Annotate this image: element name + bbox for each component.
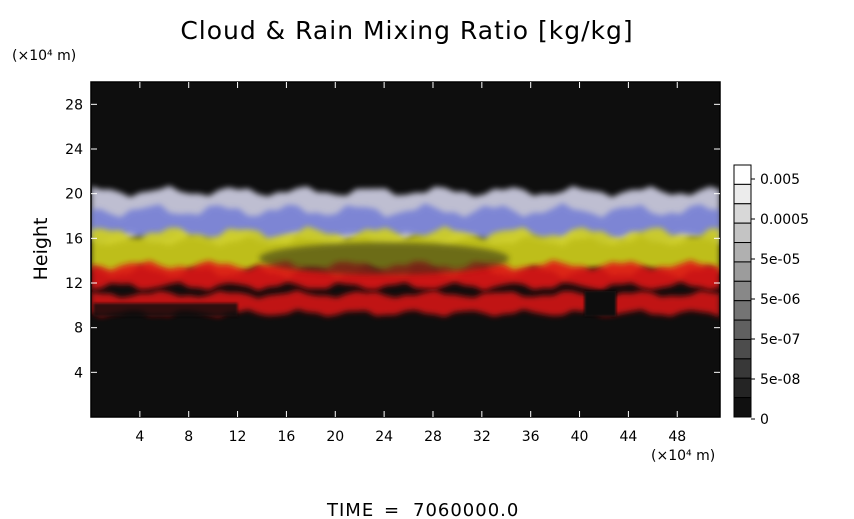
plot-area [90,81,721,418]
x-tick-label: 8 [184,429,193,445]
x-tick-label: 20 [326,429,344,445]
colorbar-label: 0.0005 [760,212,809,228]
rain-gap [584,290,617,317]
colorbar-level [733,183,752,205]
x-tick-label: 12 [229,429,247,445]
colorbar: 0.005 0.0005 5e-05 5e-06 5e-07 5e-08 0 [733,164,809,428]
colorbar-label: 5e-05 [760,252,800,268]
colorbar-level [733,338,752,360]
x-tick-label: 4 [135,429,144,445]
colorbar-level [733,242,752,263]
y-tick-label: 24 [65,142,83,158]
y-tick-label: 4 [74,365,83,381]
colorbar-label: 0 [760,412,769,428]
x-tick-label: 40 [571,429,589,445]
x-tick-label: 28 [424,429,442,445]
colorbar-label: 5e-06 [760,292,800,308]
y-tick-label: 20 [65,187,83,203]
colorbar-label: 5e-08 [760,372,800,388]
colorbar-level [733,164,752,185]
colorbar-level [733,397,752,418]
time-value: 7060000.0 [413,500,519,519]
y-tick-label: 8 [74,321,83,337]
rain-layer-lower [91,290,720,317]
x-tick-label: 44 [619,429,637,445]
colorbar-level [733,377,752,399]
colorbar-level [733,222,752,244]
time-label: TIME [326,500,374,519]
x-tick-label: 32 [473,429,491,445]
colorbar-level [733,203,752,224]
rain-gap-left [93,303,238,317]
y-tick-label: 28 [65,97,83,113]
colorbar-level [733,300,752,321]
x-tick-label: 48 [668,429,686,445]
colorbar-label: 5e-07 [760,332,800,348]
time-equals: = [384,500,399,519]
x-tick-label: 36 [522,429,540,445]
x-tick-label: 16 [278,429,296,445]
y-axis-label: Height [30,218,52,281]
colorbar-level [733,358,752,379]
rain-layer-upper [91,260,720,291]
y-axis-unit: (×10⁴ m) [12,48,76,64]
y-tick-label: 12 [65,276,83,292]
mid-shadow [259,242,510,275]
y-tick-label: 16 [65,231,83,247]
colorbar-label: 0.005 [760,172,800,188]
colorbar-level [733,280,752,302]
colorbar-level [733,261,752,282]
chart-title: Cloud & Rain Mixing Ratio [kg/kg] [180,16,633,45]
ice-layer [91,203,720,246]
plot-frame [90,81,721,418]
colorbar-level [733,319,752,340]
x-axis-unit: (×10⁴ m) [651,448,715,464]
x-tick-label: 24 [375,429,393,445]
